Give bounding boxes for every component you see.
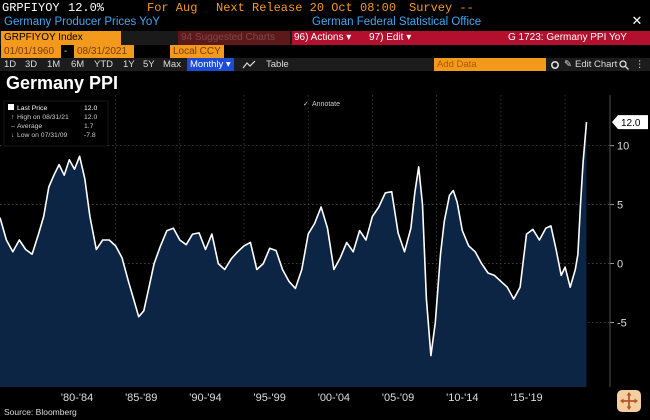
high-arrow-icon: ↑	[11, 114, 14, 121]
y-tick-label-1: 0	[617, 259, 623, 271]
last-value: 12.0%	[68, 1, 105, 15]
chart-title: Germany PPI	[6, 73, 119, 93]
legend-swatch	[8, 104, 14, 110]
y-tick-label-2: 5	[617, 200, 623, 212]
legend-low-label: Low on 07/31/09	[17, 132, 67, 139]
edit-menu[interactable]: 97) Edit ▾	[369, 32, 412, 43]
legend-average-label: Average	[17, 123, 42, 130]
period-3d[interactable]: 3D	[25, 59, 38, 70]
add-data-input[interactable]: Add Data	[434, 58, 546, 71]
start-date-input[interactable]: 01/01/1960	[1, 45, 61, 58]
close-icon[interactable]: ✕	[631, 13, 643, 28]
next-release: Next Release 20 Oct 08:00	[216, 1, 397, 15]
period-ytd[interactable]: YTD	[94, 59, 113, 70]
x-tick-label-5: '05-'09	[382, 392, 414, 404]
period-5y[interactable]: 5Y	[143, 59, 155, 70]
footer-source: Source: Bloomberg	[4, 407, 77, 417]
annotate-label: Annotate	[312, 101, 340, 108]
table-button[interactable]: Table	[266, 59, 289, 70]
period-1y[interactable]: 1Y	[123, 59, 135, 70]
average-line-icon: –	[11, 123, 15, 130]
period-row: 1D 3D 1M 6M YTD 1Y 5Y Max Monthly ▾ Tabl…	[0, 58, 650, 71]
x-tick-label-3: '95-'99	[254, 392, 286, 404]
low-arrow-icon: ↓	[11, 132, 14, 139]
suggested-charts-button[interactable]: 94 Suggested Charts	[178, 31, 290, 45]
end-date-input[interactable]: 08/31/2021	[74, 45, 134, 58]
last-value-tag: 12.0	[612, 115, 648, 130]
legend-high-value: 12.0	[84, 114, 97, 121]
description-row: Germany Producer Prices YoY German Feder…	[0, 15, 650, 30]
y-tick-label-0: -5	[617, 318, 627, 330]
x-tick-label-6: '10-'14	[446, 392, 478, 404]
y-axis: -5 0 5 10	[609, 95, 629, 387]
resize-logo-icon[interactable]	[616, 389, 642, 413]
x-tick-label-1: '85-'89	[125, 392, 157, 404]
settings-icon[interactable]	[550, 60, 560, 70]
zoom-icon[interactable]	[619, 60, 629, 70]
action-bar: 96) Actions ▾ 97) Edit ▾ G 1723: Germany…	[292, 31, 650, 45]
period-label: For Aug	[147, 1, 198, 15]
chart-id: G 1723: Germany PPI YoY	[508, 32, 627, 43]
period-1d[interactable]: 1D	[4, 59, 17, 70]
period-max[interactable]: Max	[163, 59, 181, 70]
period-6m[interactable]: 6M	[71, 59, 85, 70]
legend-last-value: 12.0	[84, 105, 97, 112]
more-options-icon[interactable]: ⋮	[635, 59, 645, 70]
period-1m[interactable]: 1M	[47, 59, 61, 70]
x-tick-label-7: '15-'19	[510, 392, 542, 404]
legend-average-value: 1.7	[84, 123, 94, 130]
series-area	[0, 122, 587, 387]
x-tick-label-0: '80-'84	[61, 392, 93, 404]
ticker-symbol: GRPFIYOY	[2, 1, 60, 15]
currency-select[interactable]: Local CCY	[170, 45, 224, 58]
x-tick-label-2: '90-'94	[189, 392, 221, 404]
source-agency: German Federal Statistical Office	[312, 16, 482, 28]
legend-low-value: -7.8	[84, 132, 96, 139]
edit-chart-button[interactable]: Edit Chart	[575, 59, 618, 70]
legend-last-label: Last Price	[17, 105, 47, 112]
ticker-header: GRPFIYOY 12.0% For Aug Next Release 20 O…	[0, 0, 650, 16]
ppi-chart[interactable]: -5 0 5 10 '80-'84 '85-'89 '90-'94 '95-'99 '00-'…	[0, 95, 650, 404]
x-tick-label-4: '00-'04	[318, 392, 350, 404]
line-chart-icon[interactable]	[242, 60, 256, 69]
security-input[interactable]: GRPFIYOY Index	[1, 31, 121, 45]
y-tick-label-3: 10	[617, 141, 629, 153]
last-value-label: 12.0	[621, 118, 641, 129]
legend: Last Price 12.0 ↑ High on 08/31/21 12.0 …	[3, 100, 109, 147]
pencil-icon[interactable]: ✎	[564, 59, 572, 70]
annotate-button[interactable]: ✓ Annotate	[303, 101, 340, 108]
legend-high-label: High on 08/31/21	[17, 114, 69, 121]
date-range-row: 01/01/1960 - 08/31/2021 Local CCY	[0, 45, 650, 58]
survey: Survey --	[409, 1, 474, 15]
annotate-icon: ✓	[303, 101, 309, 108]
series-line	[0, 122, 588, 357]
frequency-select[interactable]: Monthly ▾	[187, 58, 234, 71]
frequency-label: Monthly	[190, 59, 224, 70]
security-description: Germany Producer Prices YoY	[4, 16, 160, 28]
date-separator: -	[64, 46, 68, 57]
actions-menu[interactable]: 96) Actions ▾	[294, 32, 352, 43]
x-axis: '80-'84 '85-'89 '90-'94 '95-'99 '00-'04 '05-'…	[61, 392, 543, 404]
toolbar: GRPFIYOY Index 94 Suggested Charts 96) A…	[0, 31, 650, 45]
